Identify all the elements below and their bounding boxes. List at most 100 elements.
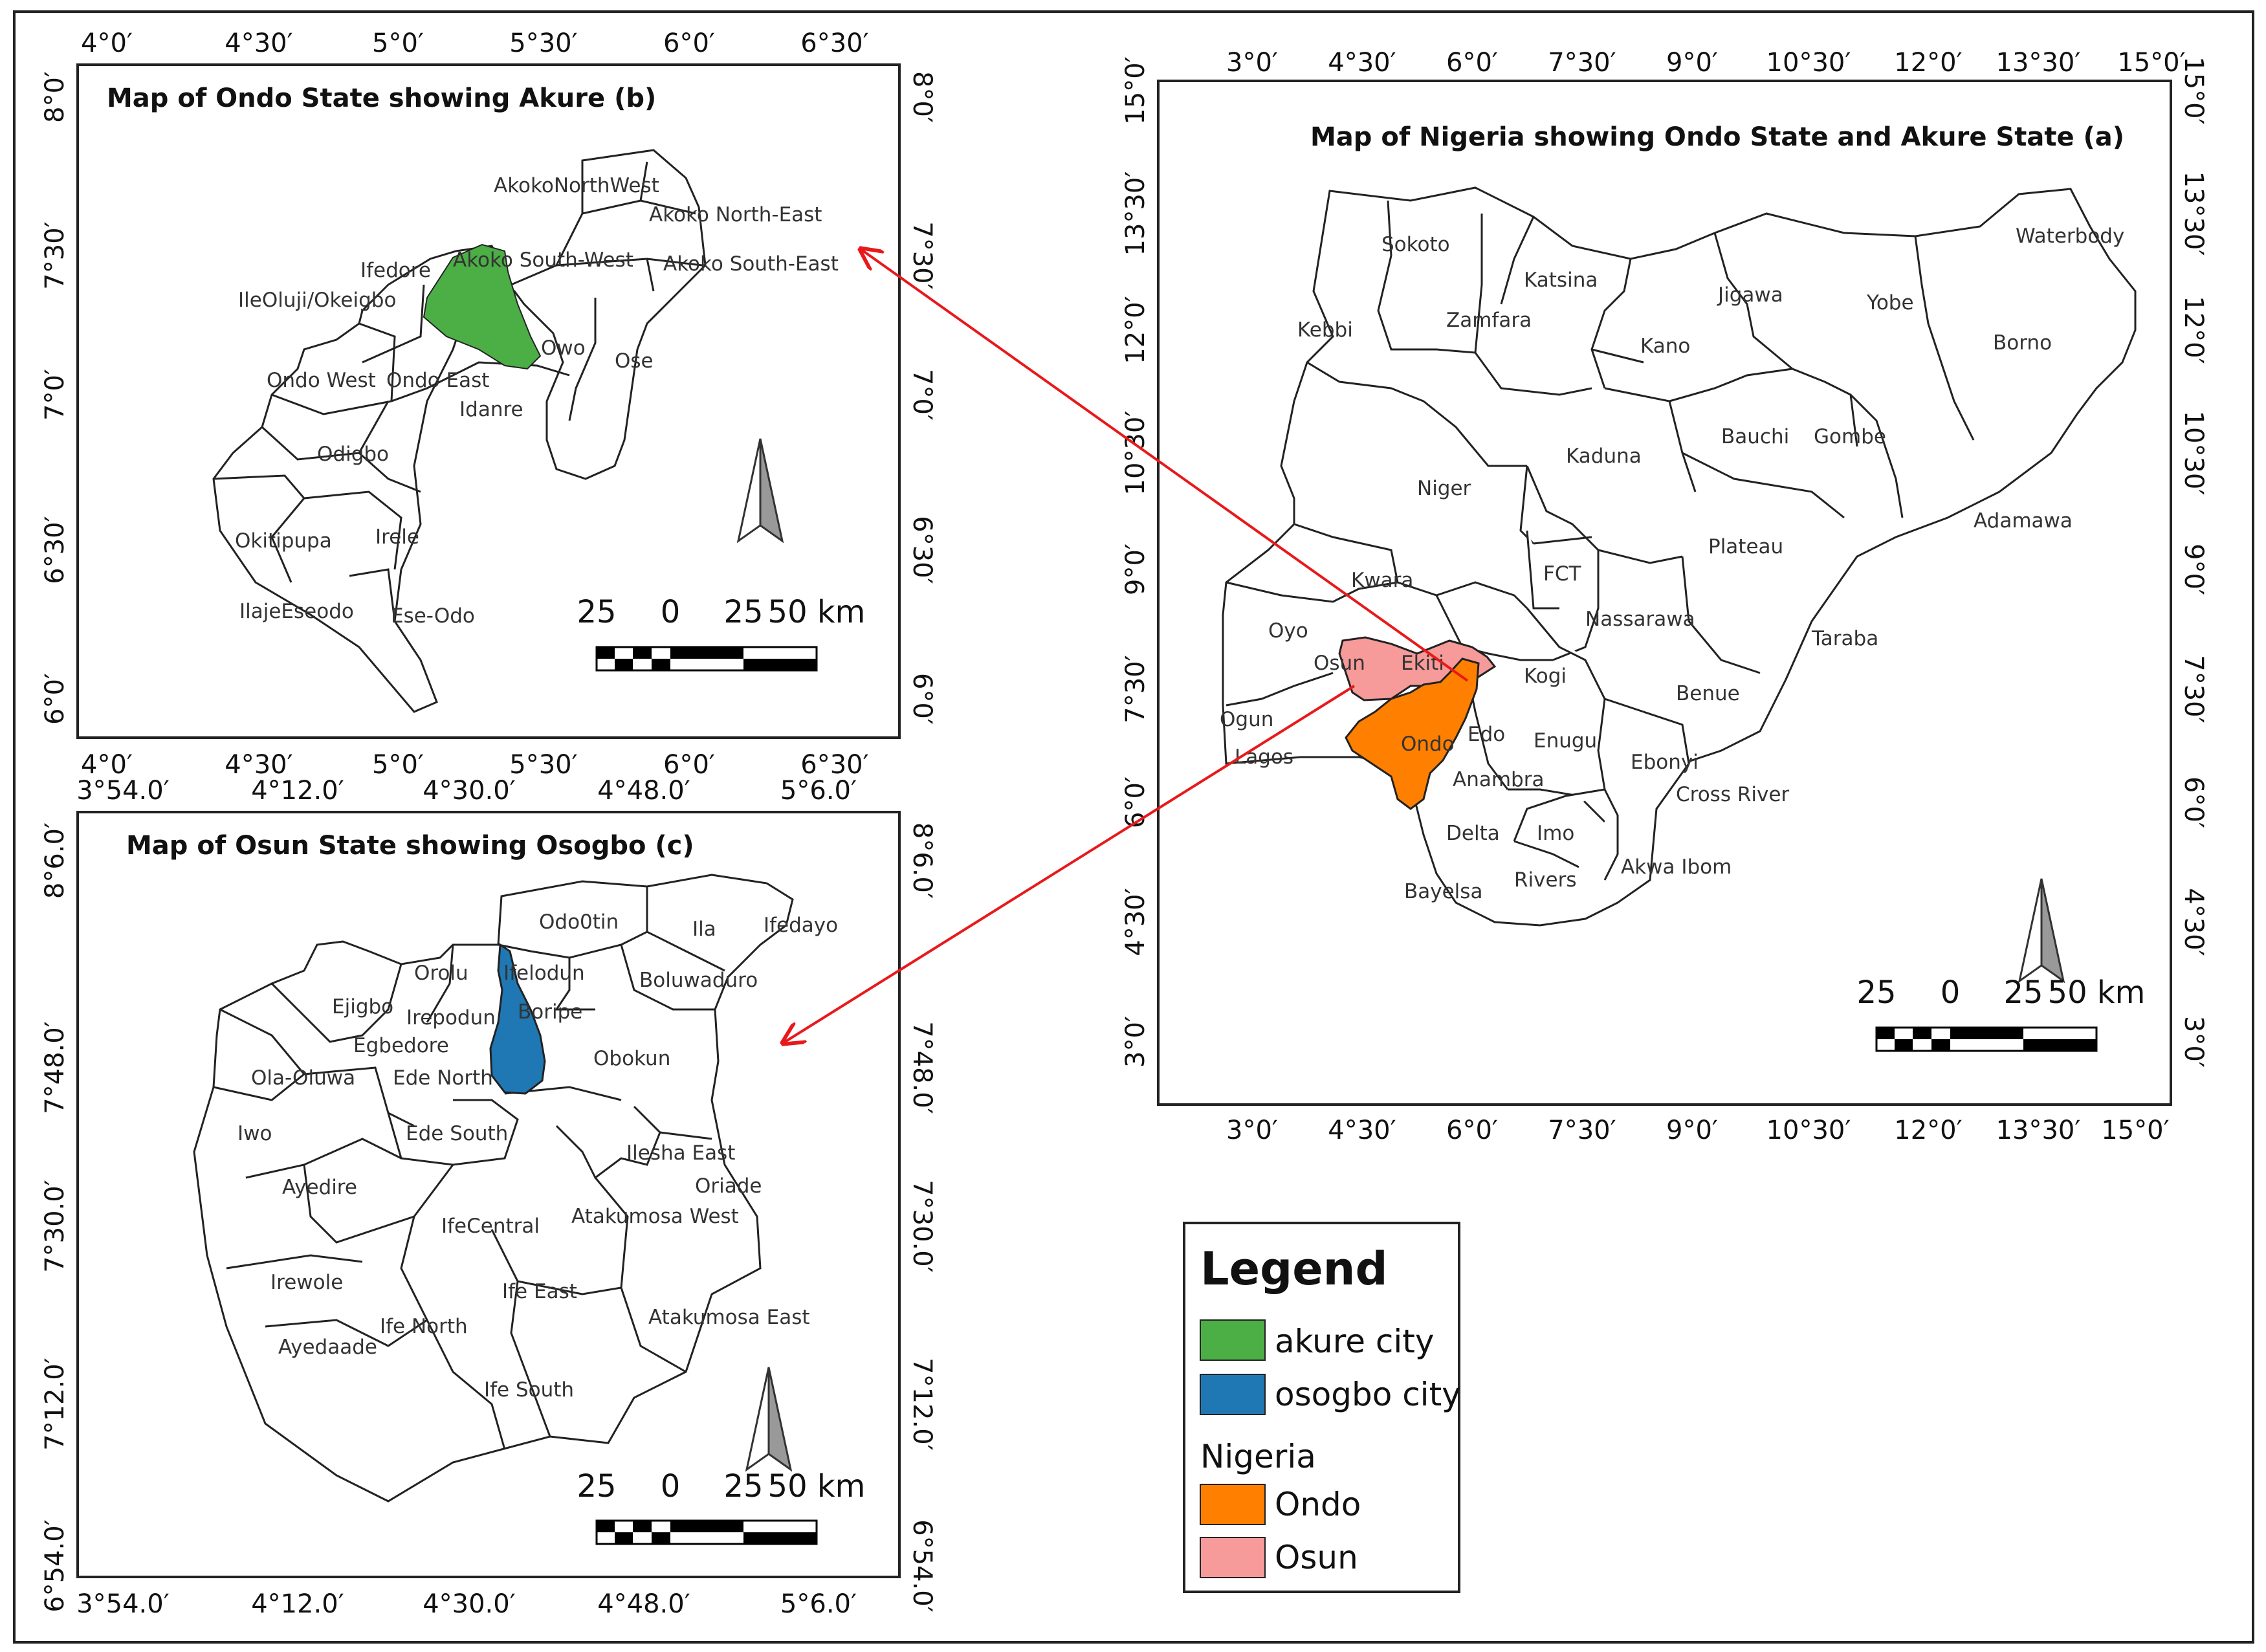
lga-label: Oriade [695, 1174, 762, 1198]
lga-label: Ife East [502, 1280, 577, 1303]
tick-label: 7°30′ [1121, 655, 1150, 723]
state-label: Osun [1314, 652, 1365, 675]
tick-label: 3°0′ [2179, 1016, 2208, 1068]
tick-label: 6°30′ [907, 516, 937, 584]
tick-label: 9°0′ [2179, 544, 2208, 595]
lga-label: IleOluji/Okeigbo [238, 289, 396, 312]
connector-arrow-ondo [861, 249, 1469, 682]
map-b-ondo-state: Map of Ondo State showing Akure (b) Akok… [40, 28, 937, 780]
state-label: Akwa Ibom [1621, 855, 1732, 879]
scale-label: 25 [723, 1468, 763, 1504]
tick-label: 4°30′ [2179, 888, 2208, 956]
lga-label: Boripe [518, 1000, 582, 1024]
lga-label: Ayedire [282, 1176, 357, 1199]
map-a-scale-bar: 25 0 25 50 km [1856, 975, 2146, 1052]
map-a-coordinate-ticks: 3°0′ 4°30′ 6°0′ 7°30′ 9°0′ 10°30′ 12°0′ … [1121, 48, 2208, 1145]
tick-label: 4°0′ [81, 750, 133, 780]
tick-label: 5°0′ [372, 750, 424, 780]
state-label: Kano [1640, 335, 1690, 358]
map-b-title: Map of Ondo State showing Akure (b) [107, 83, 656, 113]
lga-label: Okitipupa [235, 529, 332, 553]
tick-label: 5°30′ [509, 28, 577, 58]
map-c-coordinate-ticks: 3°54.0′ 4°12.0′ 4°30.0′ 4°48.0′ 5°6.0′ 3… [40, 776, 937, 1619]
state-label: Ogun [1220, 708, 1273, 731]
tick-label: 5°0′ [372, 28, 424, 58]
legend-label-osun: Osun [1275, 1539, 1358, 1576]
tick-label: 7°48.0′ [40, 1021, 70, 1114]
state-label: Yobe [1866, 291, 1914, 314]
lga-label: Ayedaade [278, 1336, 377, 1359]
state-label: Niger [1417, 477, 1471, 500]
map-b-lga-labels: AkokoNorthWest Akoko North-East Ifedore … [235, 174, 839, 628]
lga-label: Ife South [484, 1378, 574, 1402]
tick-label: 4°30.0′ [423, 1589, 516, 1619]
tick-label: 7°30′ [2179, 655, 2208, 723]
lga-label: Owo [541, 336, 586, 360]
tick-label: 13°30′ [2179, 171, 2208, 256]
tick-label: 13°30′ [1996, 48, 2081, 78]
tick-label: 4°30′ [1328, 48, 1396, 78]
scale-label: 50 km [2048, 975, 2146, 1011]
figure-border [13, 10, 2254, 1644]
lga-label: Ede North [393, 1066, 493, 1090]
lga-label: Ose [615, 349, 654, 373]
lga-label: Orolu [414, 962, 468, 985]
tick-label: 7°48.0′ [907, 1021, 937, 1114]
lga-label: Idanre [459, 398, 523, 421]
state-label: Gombe [1814, 425, 1886, 448]
state-label: Ebonyi [1631, 751, 1699, 774]
lga-label: Ede South [406, 1122, 508, 1145]
state-label: Sokoto [1381, 233, 1450, 256]
tick-label: 10°30′ [1766, 48, 1851, 78]
tick-label: 6°30′ [800, 750, 868, 780]
scale-label: 25 [2003, 975, 2043, 1011]
lga-label: Odo0tin [539, 910, 619, 934]
lga-label: AkokoNorthWest [494, 174, 659, 197]
tick-label: 6°0′ [40, 673, 70, 725]
lga-label: Atakumosa East [648, 1306, 810, 1329]
lga-label: Egbedore [353, 1034, 449, 1057]
state-label: Katsina [1524, 269, 1598, 292]
lga-label: IlajeEseodo [239, 600, 354, 623]
tick-label: 4°0′ [81, 28, 133, 58]
map-a-nigeria: Map of Nigeria showing Ondo State and Ak… [1121, 48, 2208, 1145]
tick-label: 15°0′ [2179, 56, 2208, 124]
tick-label: 6°30′ [800, 28, 868, 58]
tick-label: 13°30′ [1996, 1116, 2081, 1145]
tick-label: 6°0′ [1446, 1116, 1498, 1145]
map-b-scale-bar: 25 0 25 50 km [577, 594, 865, 672]
tick-label: 4°48.0′ [597, 776, 690, 806]
lga-label: Irepodun [406, 1006, 496, 1030]
tick-label: 15°0′ [2101, 1116, 2169, 1145]
tick-label: 4°30′ [1328, 1116, 1396, 1145]
lga-label: Ilesha East [626, 1141, 735, 1165]
lga-label: Ondo West [267, 369, 376, 392]
lga-label: Ife North [380, 1315, 468, 1338]
tick-label: 13°30′ [1121, 171, 1150, 256]
state-label: Jigawa [1717, 283, 1783, 307]
state-label: Rivers [1514, 868, 1576, 892]
state-label: Delta [1446, 822, 1500, 845]
tick-label: 7°30′ [40, 221, 70, 289]
lga-label: IfeCentral [441, 1215, 540, 1238]
tick-label: 5°6.0′ [780, 776, 857, 806]
tick-label: 4°12.0′ [251, 776, 344, 806]
scale-label: 0 [661, 594, 681, 630]
tick-label: 6°30′ [40, 516, 70, 584]
lga-label: Irele [375, 525, 419, 549]
lga-label: Odigbo [317, 443, 389, 466]
tick-label: 4°30′ [225, 750, 292, 780]
lga-label: Obokun [593, 1047, 670, 1070]
legend-label-ondo: Ondo [1275, 1486, 1361, 1523]
lga-label: Atakumosa West [571, 1205, 739, 1228]
tick-label: 6°0′ [1121, 776, 1150, 828]
tick-label: 7°0′ [907, 369, 937, 421]
state-label: Bauchi [1721, 425, 1789, 448]
map-c-lga-boundaries [193, 874, 794, 1503]
state-label: Nassarawa [1585, 608, 1695, 631]
tick-label: 6°0′ [663, 28, 715, 58]
state-label: Benue [1676, 682, 1740, 705]
north-arrow-icon [736, 438, 784, 544]
state-label: FCT [1543, 562, 1581, 586]
map-b-frame [76, 63, 901, 739]
